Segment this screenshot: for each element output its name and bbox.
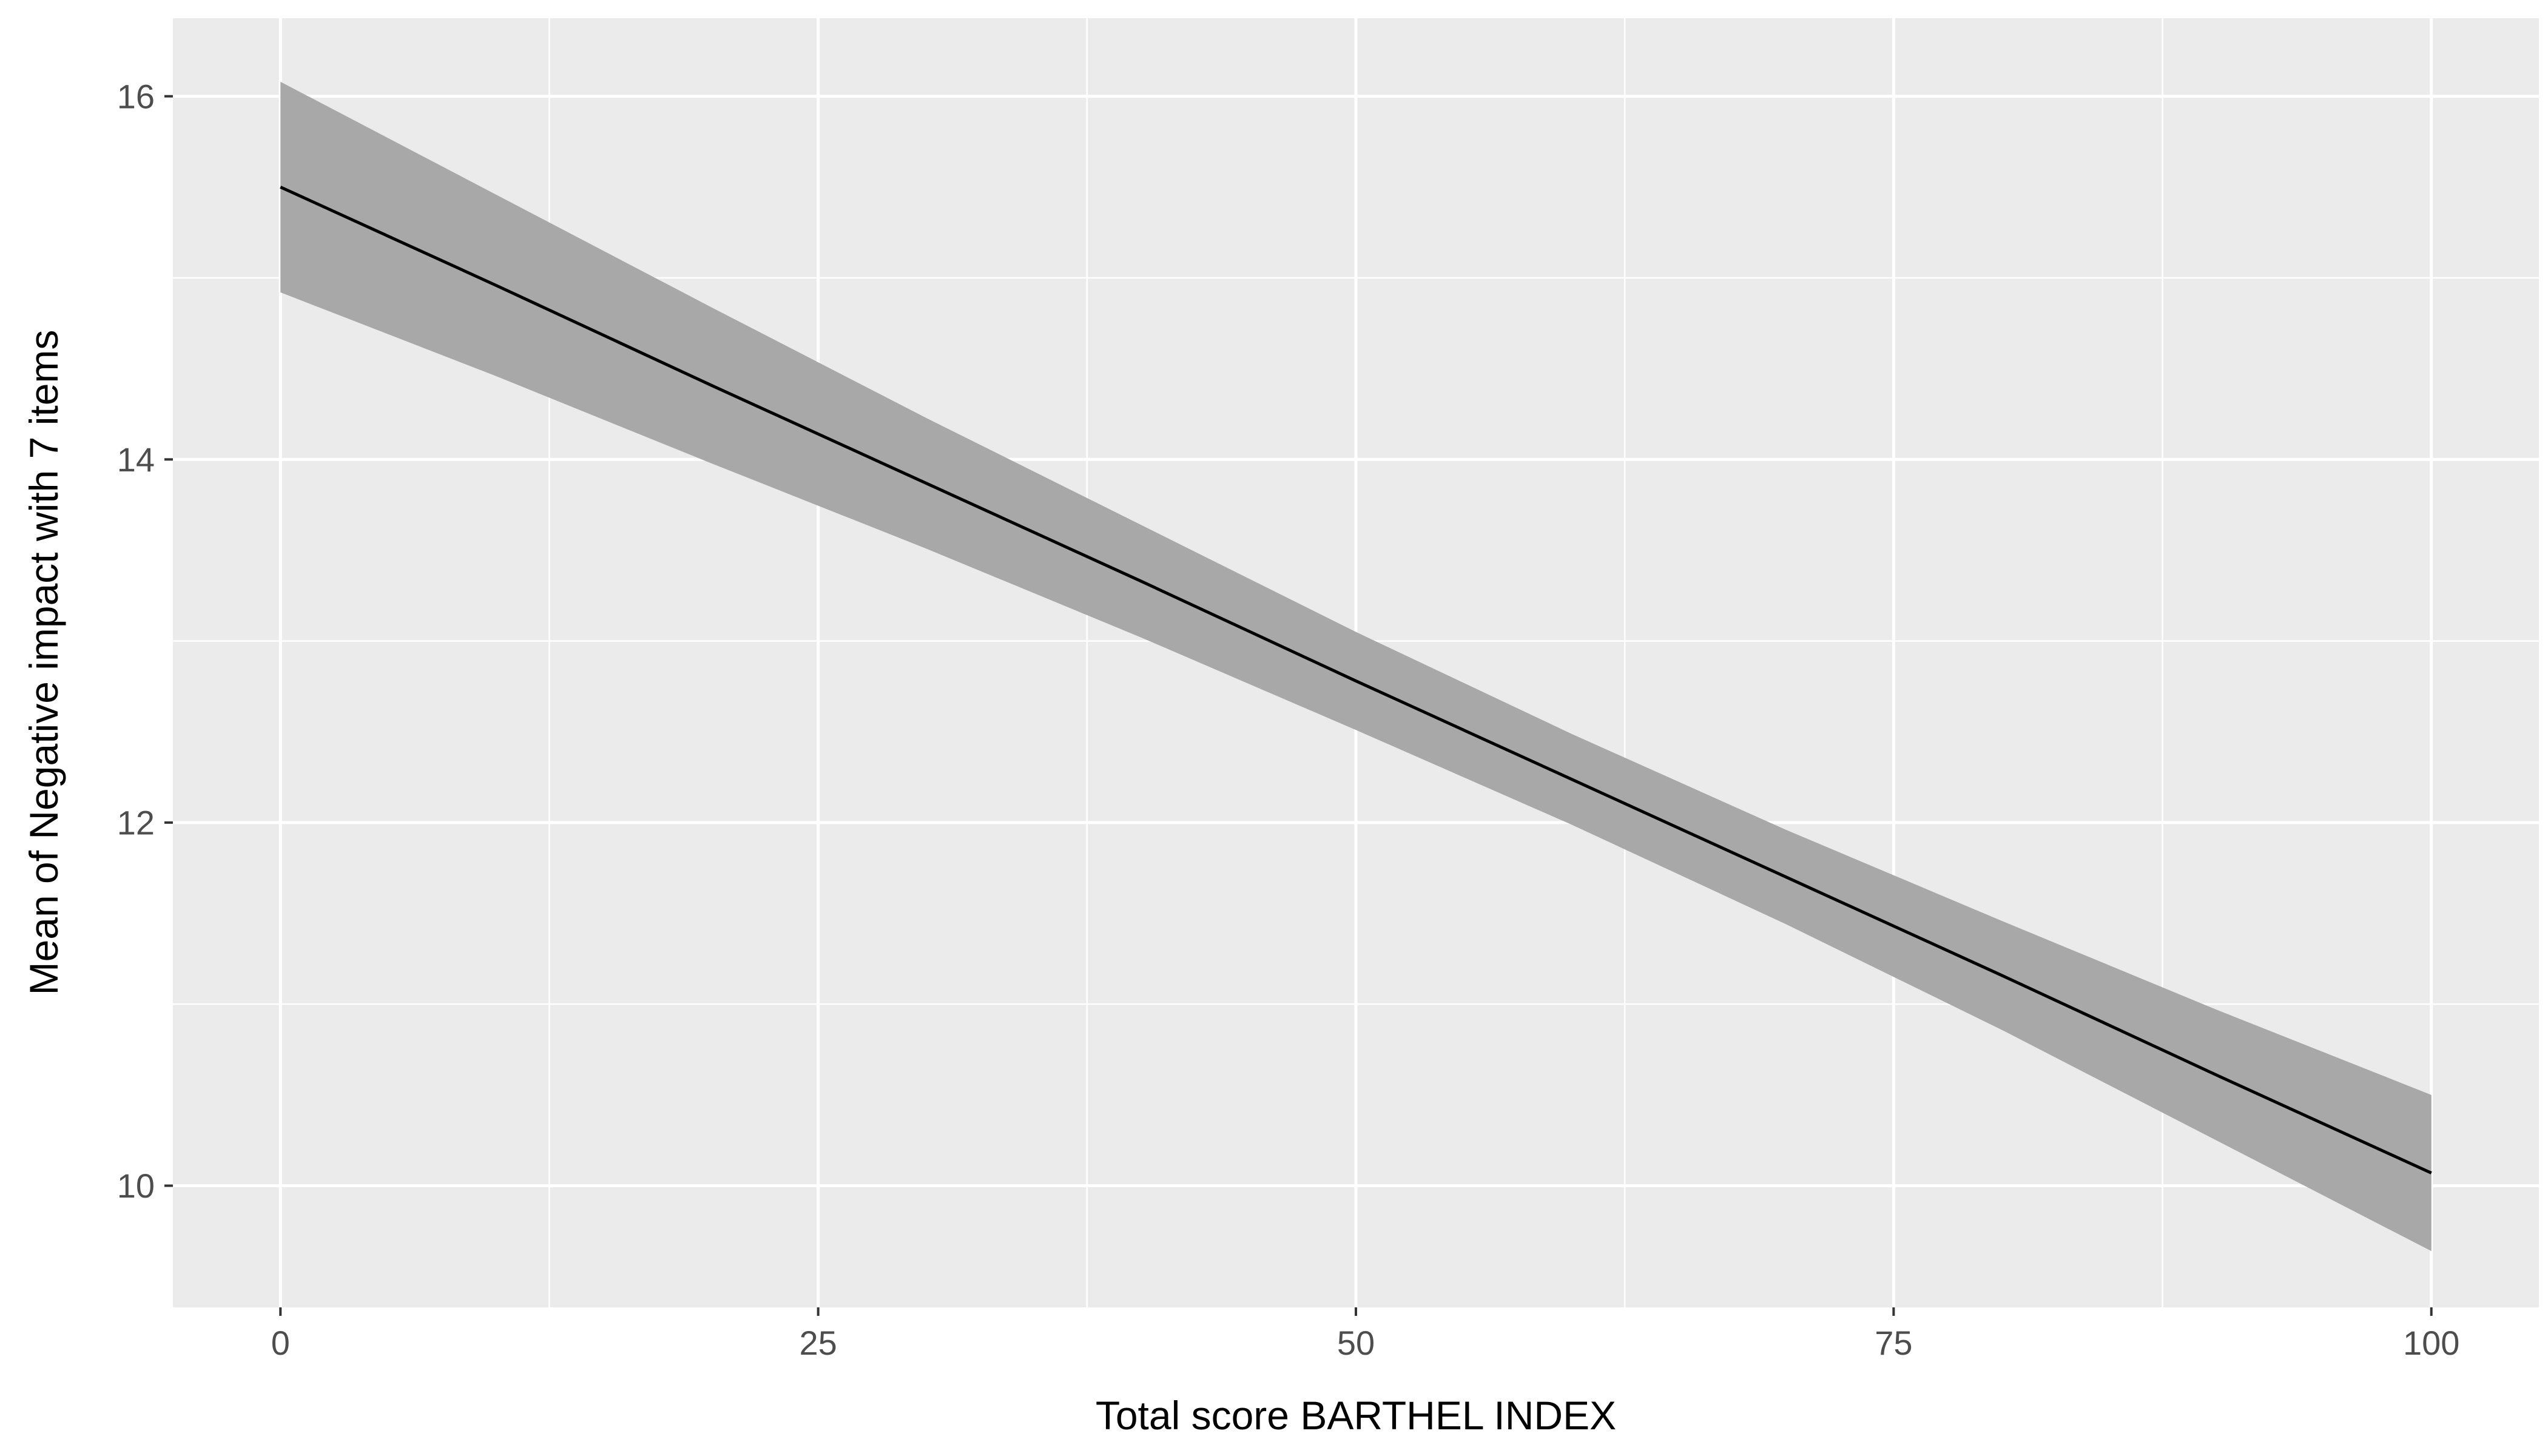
svg-text:25: 25 (799, 1324, 837, 1362)
svg-text:100: 100 (2403, 1324, 2459, 1362)
svg-text:50: 50 (1337, 1324, 1375, 1362)
svg-text:10: 10 (117, 1167, 155, 1205)
svg-text:12: 12 (117, 803, 155, 841)
y-axis-title: Mean of Negative impact with 7 items (21, 329, 66, 996)
svg-text:75: 75 (1875, 1324, 1912, 1362)
svg-text:16: 16 (117, 77, 155, 115)
x-axis-title: Total score BARTHEL INDEX (1095, 1393, 1617, 1438)
svg-text:14: 14 (117, 440, 155, 479)
svg-text:0: 0 (271, 1324, 290, 1362)
